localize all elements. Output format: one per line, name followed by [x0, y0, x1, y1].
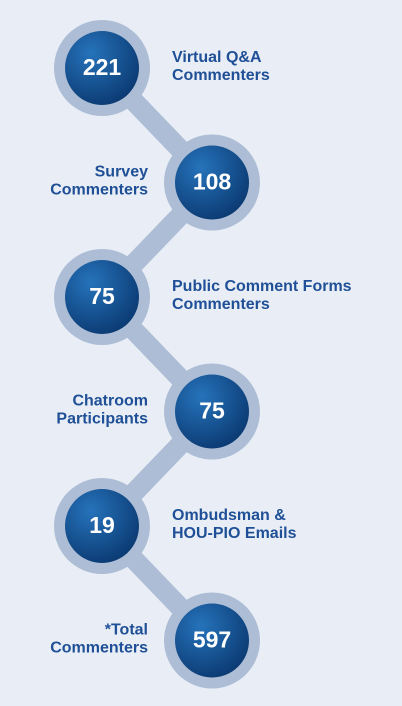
node-label: Commenters: [50, 640, 148, 657]
node-value: 19: [89, 512, 115, 538]
node-value: 75: [199, 398, 225, 424]
node-label: *Total: [105, 622, 148, 639]
node-label: Commenters: [50, 182, 148, 199]
badge: [175, 145, 249, 220]
badge: [65, 260, 139, 334]
node-label: Virtual Q&A: [172, 49, 262, 66]
node-label: Commenters: [172, 67, 270, 84]
node-label: Ombudsman &: [172, 507, 286, 524]
node-label: Chatroom: [72, 393, 148, 410]
node-value: 597: [193, 627, 231, 653]
node-label: Participants: [56, 411, 148, 428]
node-label: Public Comment Forms: [172, 278, 352, 295]
node-value: 221: [83, 54, 122, 80]
node-label: HOU-PIO Emails: [172, 525, 297, 542]
node-label: Commenters: [172, 296, 270, 313]
node-value: 75: [89, 283, 115, 309]
badge: [65, 31, 139, 105]
node-label: Survey: [95, 164, 148, 181]
node-value: 108: [193, 169, 232, 195]
badge: [65, 489, 139, 563]
badge: [175, 374, 249, 449]
badge: [175, 603, 249, 678]
